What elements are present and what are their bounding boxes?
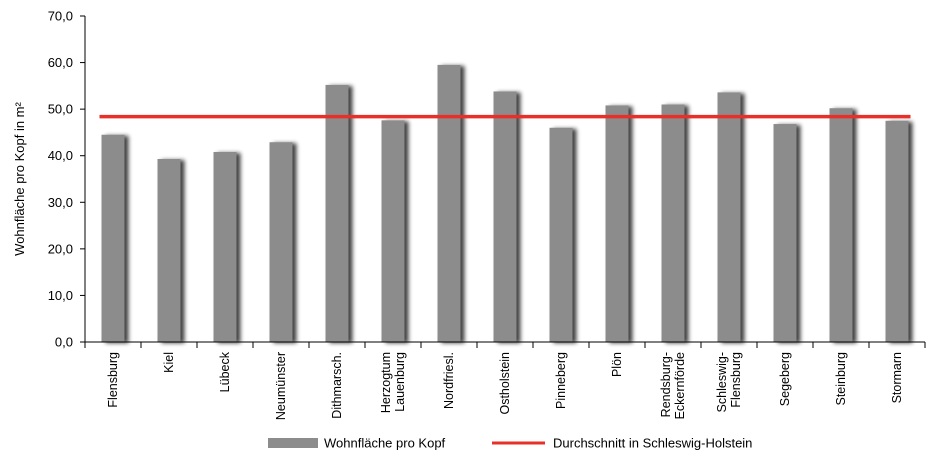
x-tick-label: Flensburg xyxy=(729,352,743,408)
x-tick-label: Dithmarsch. xyxy=(330,352,344,419)
y-tick-label: 10,0 xyxy=(48,288,73,303)
x-tick-label: Steinburg xyxy=(834,352,848,406)
bar xyxy=(213,151,237,342)
bar xyxy=(661,104,685,342)
legend: Wohnfläche pro Kopf Durchschnitt in Schl… xyxy=(268,436,752,451)
bar xyxy=(269,142,293,342)
x-tick-label: Nordfriesl. xyxy=(442,352,456,409)
x-tick-label: Pinneberg xyxy=(554,352,568,409)
x-tick-label: Rendsburg- xyxy=(659,352,673,417)
y-tick-label: 50,0 xyxy=(48,102,73,117)
bars-group xyxy=(101,64,909,343)
bar xyxy=(549,127,573,343)
x-axis: Flensburg Kiel Lübeck Neumünster Dithmarsch.… xyxy=(84,341,926,420)
bar xyxy=(885,120,909,343)
bar xyxy=(493,91,517,343)
y-tick-label: 40,0 xyxy=(48,148,73,163)
x-tick-label: Plön xyxy=(610,352,624,377)
x-tick-label: Flensburg xyxy=(106,352,120,408)
x-tick-label: Lübeck xyxy=(218,351,232,392)
bar xyxy=(829,108,853,342)
bar xyxy=(101,134,125,342)
x-tick-label: Lauenburg xyxy=(393,352,407,412)
x-tick-label: Neumünster xyxy=(274,352,288,420)
x-tick-label: Eckernförde xyxy=(673,352,687,419)
legend-line-label: Durchschnitt in Schleswig-Holstein xyxy=(553,436,752,451)
y-axis-title: Wohnfläche pro Kopf in m² xyxy=(12,101,27,255)
y-tick-label: 70,0 xyxy=(48,9,73,24)
x-tick-label: Herzogtum xyxy=(379,352,393,413)
legend-bar-label: Wohnfläche pro Kopf xyxy=(324,436,446,451)
bar xyxy=(325,84,349,342)
x-tick-label: Schleswig- xyxy=(715,352,729,412)
y-tick-label: 0,0 xyxy=(55,335,73,350)
bar xyxy=(605,105,629,342)
y-tick-label: 30,0 xyxy=(48,195,73,210)
x-tick-label: Kiel xyxy=(162,352,176,373)
y-axis: 0,0 10,0 20,0 30,0 40,0 50,0 60,0 70,0 xyxy=(48,9,86,350)
x-tick-label: Stormarn xyxy=(890,352,904,403)
bar xyxy=(157,158,181,342)
y-tick-label: 60,0 xyxy=(48,55,73,70)
x-tick-label: Ostholstein xyxy=(498,352,512,415)
bar xyxy=(773,124,797,342)
bar xyxy=(437,64,461,343)
y-tick-label: 20,0 xyxy=(48,241,73,256)
bar xyxy=(381,120,405,342)
x-tick-label: Segeberg xyxy=(778,352,792,406)
legend-bar-swatch xyxy=(268,438,318,448)
bar xyxy=(717,92,741,343)
